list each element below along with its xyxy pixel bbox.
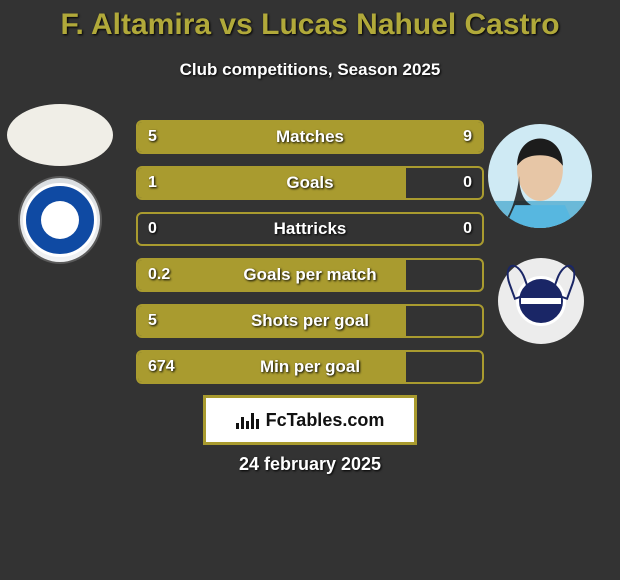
stat-value-left: 0 <box>148 220 157 238</box>
stat-value-left: 674 <box>148 358 175 376</box>
vs-separator: vs <box>219 8 252 41</box>
infographic-root: F. Altamira vs Lucas Nahuel Castro Club … <box>0 0 620 580</box>
player2-avatar <box>488 124 592 228</box>
player2-name: Lucas Nahuel Castro <box>261 8 559 41</box>
stat-row: Goals per match0.2 <box>136 258 484 292</box>
subtitle: Club competitions, Season 2025 <box>0 60 620 80</box>
stat-bar-left <box>138 260 406 290</box>
stat-value-left: 5 <box>148 312 157 330</box>
stat-bar-left <box>138 352 406 382</box>
avatar-placeholder <box>7 104 113 166</box>
player1-name: F. Altamira <box>60 8 211 41</box>
page-title: F. Altamira vs Lucas Nahuel Castro <box>0 0 620 42</box>
stat-row: Goals10 <box>136 166 484 200</box>
stat-value-right: 0 <box>463 220 472 238</box>
stat-value-right: 9 <box>463 128 472 146</box>
gimnasia-stripe <box>521 298 561 304</box>
fctables-icon <box>236 411 260 429</box>
godoy-cruz-badge-inner <box>41 201 79 239</box>
player2-club-badge <box>498 258 584 344</box>
stat-value-right: 0 <box>463 174 472 192</box>
player1-club-badge <box>18 178 102 262</box>
stat-value-left: 5 <box>148 128 157 146</box>
stat-row: Shots per goal5 <box>136 304 484 338</box>
stats-comparison: Matches59Goals10Hattricks00Goals per mat… <box>136 120 484 396</box>
godoy-cruz-badge-ring <box>23 183 97 257</box>
avatar-placeholder <box>488 124 592 228</box>
player1-avatar <box>7 104 113 166</box>
gimnasia-wing-right <box>551 262 580 300</box>
stat-bar-left <box>138 306 406 336</box>
date-text: 24 february 2025 <box>0 454 620 475</box>
stat-row: Matches59 <box>136 120 484 154</box>
stat-value-left: 1 <box>148 174 157 192</box>
stat-bar-left <box>138 168 406 198</box>
fctables-badge: FcTables.com <box>203 395 417 445</box>
stat-bar-right <box>262 122 482 152</box>
gimnasia-badge-outer <box>498 258 584 344</box>
stat-value-left: 0.2 <box>148 266 170 284</box>
stat-label: Hattricks <box>138 219 482 239</box>
stat-row: Min per goal674 <box>136 350 484 384</box>
fctables-text: FcTables.com <box>266 410 385 431</box>
stat-row: Hattricks0 0 <box>136 212 484 246</box>
godoy-cruz-badge-outer <box>18 176 102 264</box>
